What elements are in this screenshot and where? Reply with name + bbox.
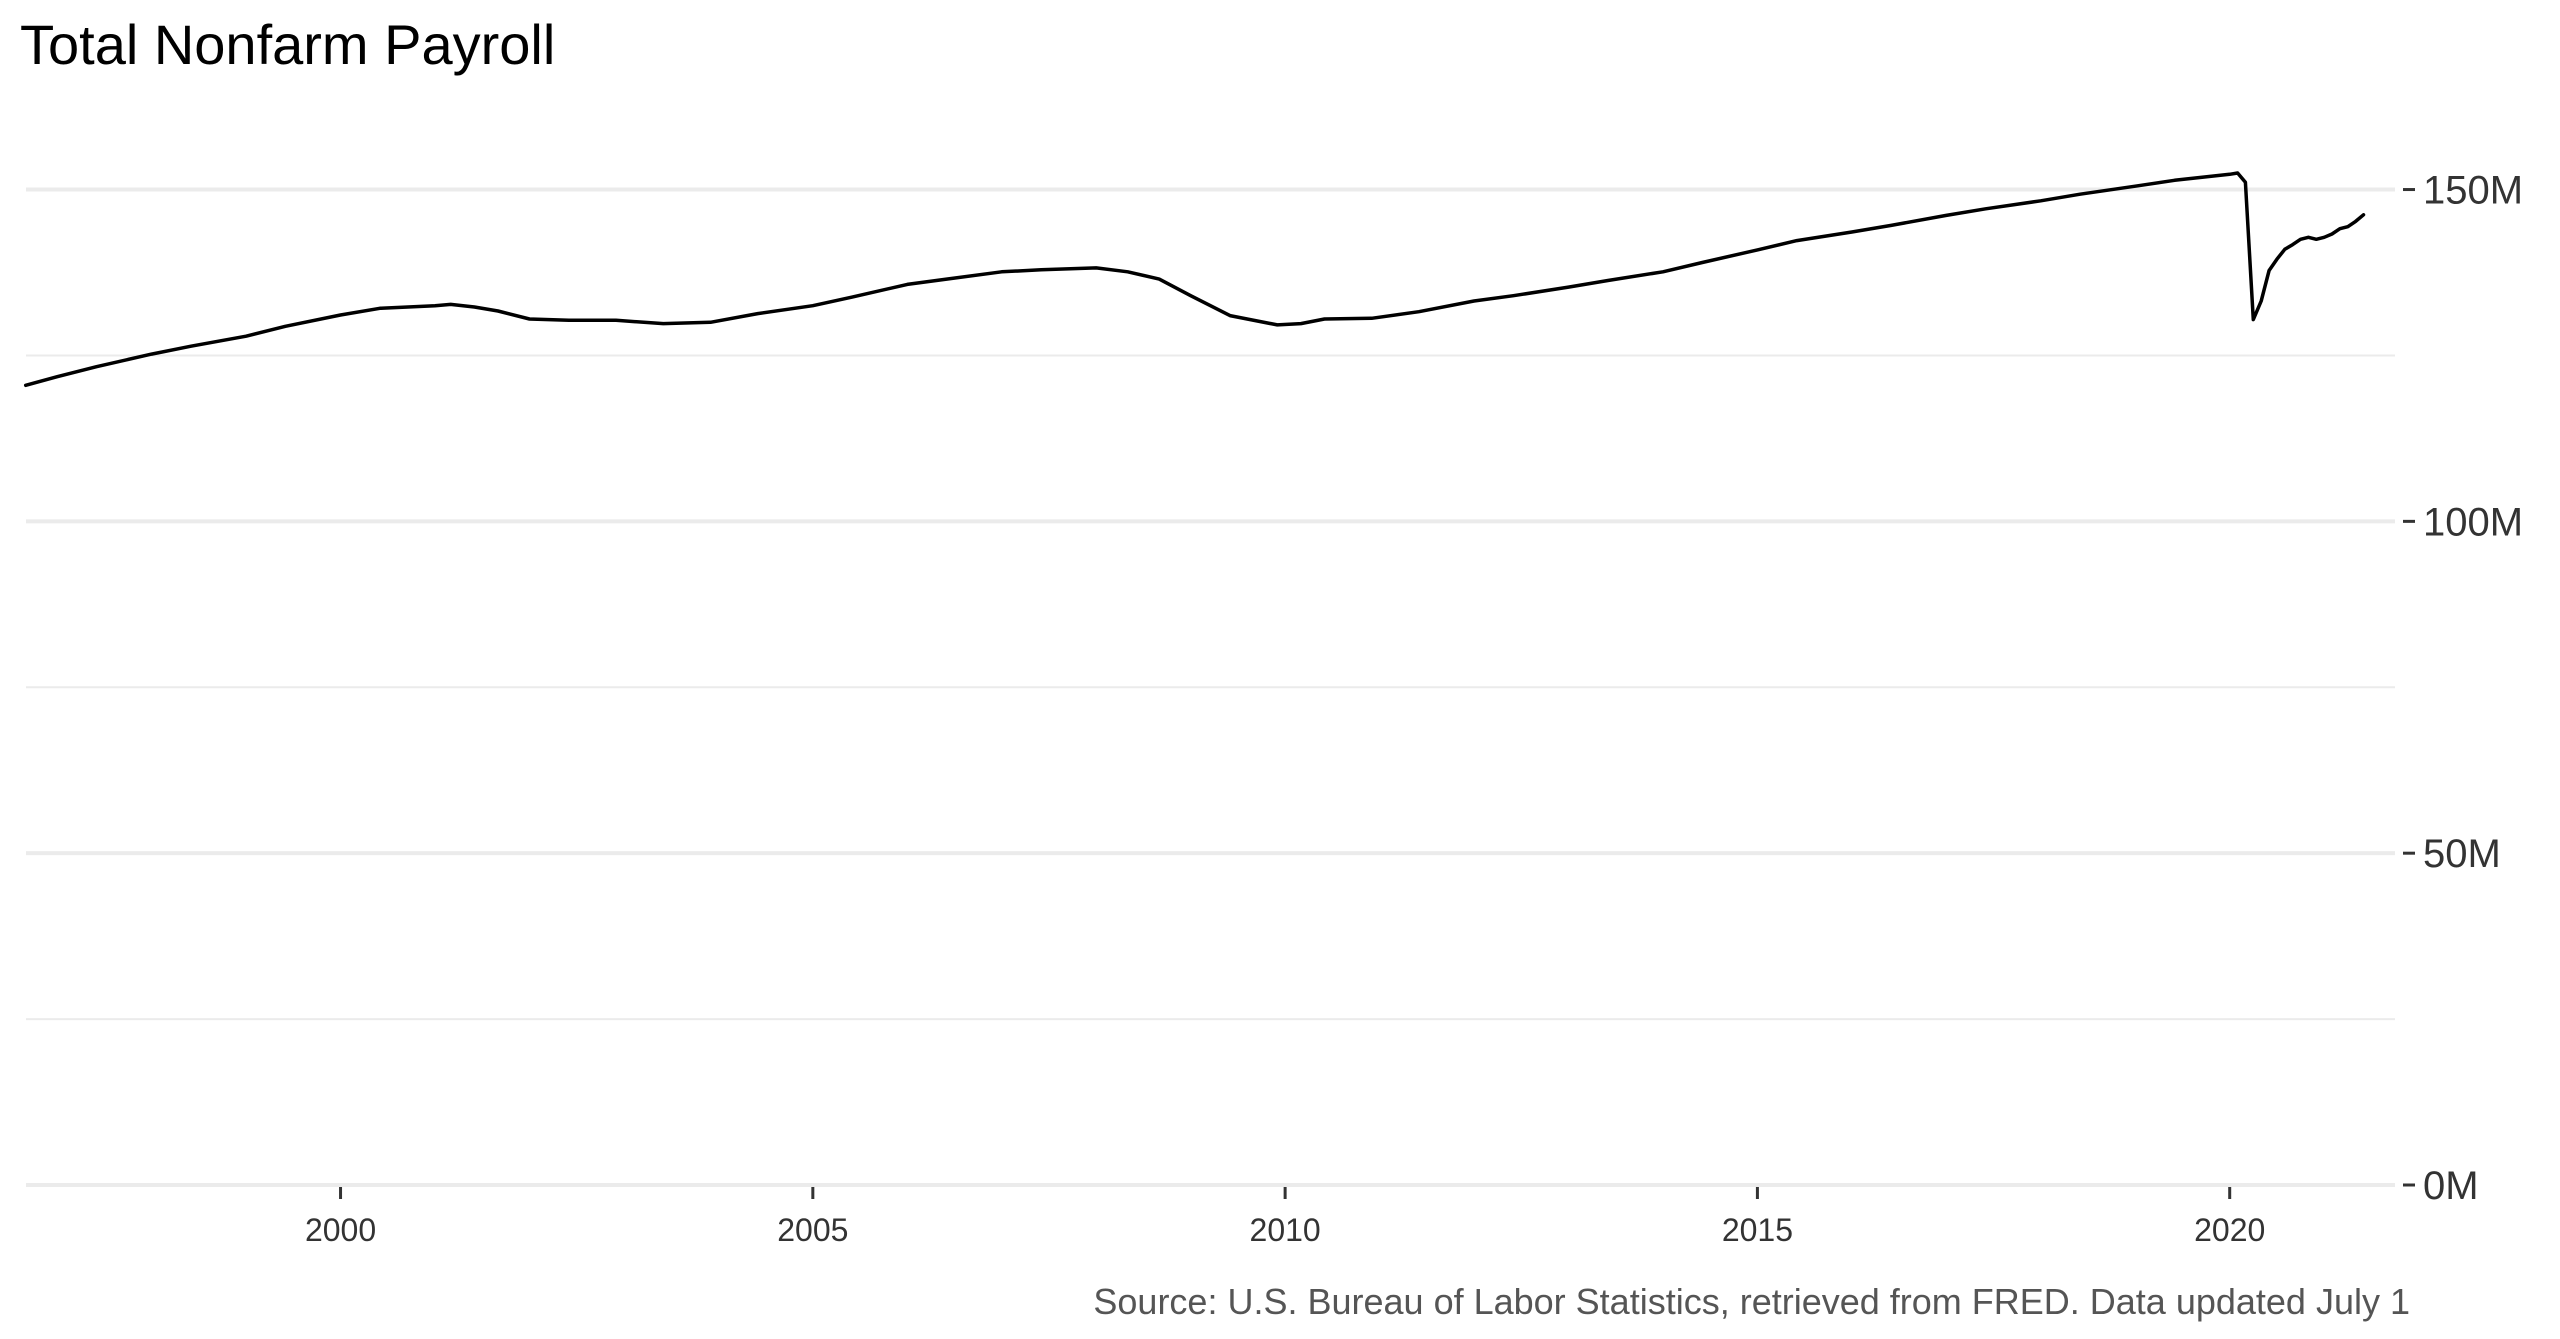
x-tick-label: 2015 [1722,1212,1793,1248]
grid-layer [26,187,2395,1187]
y-axis: 0M 50M 100M 150M [2403,169,2523,1208]
x-tick-label: 2005 [777,1212,848,1248]
y-tick-label: 0M [2423,1164,2479,1208]
line-layer [23,171,2366,388]
x-tick-label: 2010 [1250,1212,1321,1248]
x-axis: 2000 2005 2010 2015 2020 [305,1187,2265,1248]
y-tick-label: 100M [2423,500,2523,544]
y-tick-label: 150M [2423,169,2523,213]
series-line-0 [23,171,2366,388]
y-tick-label: 50M [2423,832,2501,876]
chart-title: Total Nonfarm Payroll [20,13,555,76]
x-tick-label: 2000 [305,1212,376,1248]
chart-caption: Source: U.S. Bureau of Labor Statistics,… [1093,1281,2410,1322]
x-tick-label: 2020 [2194,1212,2265,1248]
